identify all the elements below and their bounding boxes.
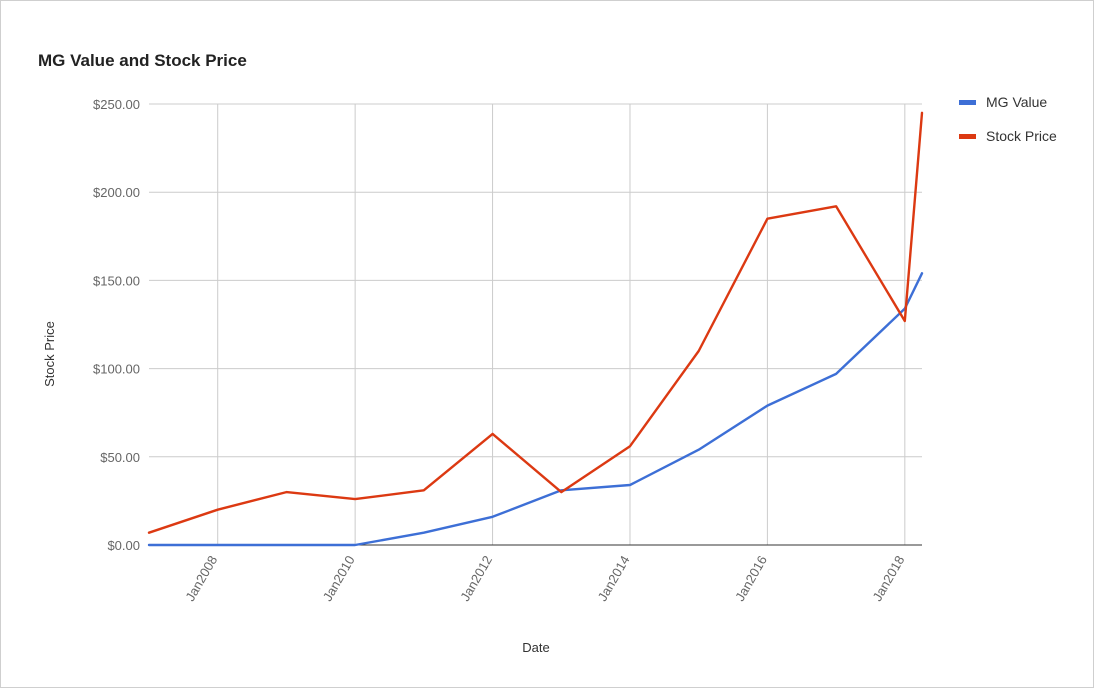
- x-tick-label: Jan2010: [320, 553, 358, 604]
- x-tick-label: Jan2014: [595, 553, 633, 604]
- series-line-stock-price: [147, 111, 924, 534]
- y-tick-label: $100.00: [93, 362, 140, 377]
- x-tick-label: Jan2016: [732, 553, 770, 604]
- x-tick-label: Jan2008: [182, 553, 220, 604]
- y-tick-label: $150.00: [93, 273, 140, 288]
- legend-swatch: [959, 134, 976, 139]
- legend-swatch: [959, 100, 976, 105]
- series-line-mg-value: [147, 272, 924, 547]
- y-tick-label: $0.00: [107, 538, 140, 553]
- series-lines: [147, 111, 924, 547]
- legend-label: MG Value: [986, 94, 1047, 110]
- y-tick-label: $250.00: [93, 97, 140, 112]
- y-axis-title: Stock Price: [42, 321, 57, 387]
- y-tick-label: $50.00: [100, 450, 140, 465]
- chart-title: MG Value and Stock Price: [38, 51, 247, 70]
- y-tick-label: $200.00: [93, 185, 140, 200]
- x-tick-label: Jan2012: [457, 553, 495, 604]
- y-axis-ticks: $0.00 $50.00 $100.00 $150.00 $200.00 $250.00: [93, 97, 140, 553]
- x-axis-ticks: Jan2008 Jan2010 Jan2012 Jan2014 Jan2016 Jan20…: [182, 553, 907, 604]
- gridlines: [149, 103, 922, 545]
- legend-label: Stock Price: [986, 128, 1057, 144]
- legend: MG Value Stock Price: [959, 94, 1057, 144]
- x-tick-label: Jan2018: [869, 553, 907, 604]
- x-axis-title: Date: [522, 640, 549, 655]
